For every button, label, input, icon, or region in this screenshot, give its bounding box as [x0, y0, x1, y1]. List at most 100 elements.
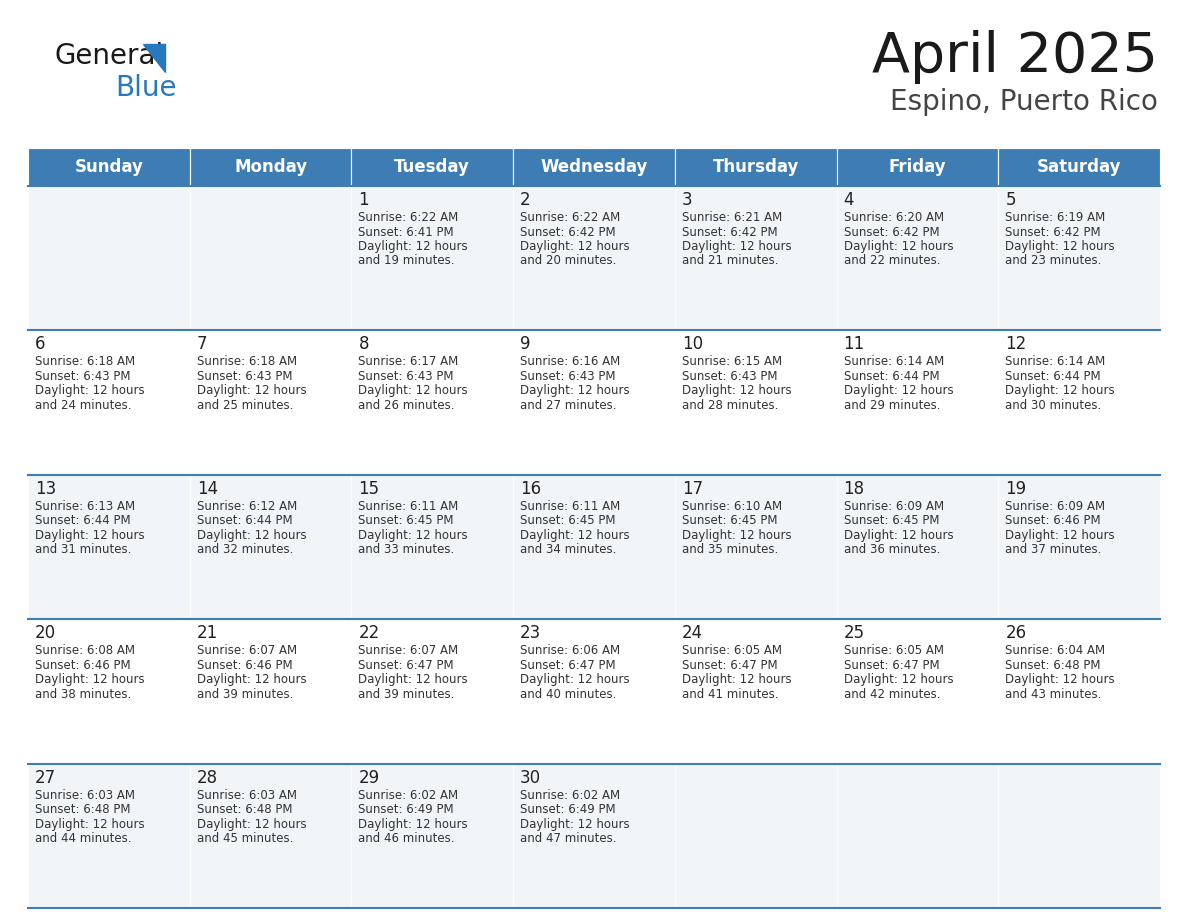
Bar [352, 186, 513, 330]
Text: Daylight: 12 hours: Daylight: 12 hours [1005, 385, 1114, 397]
Text: Sunrise: 6:02 AM: Sunrise: 6:02 AM [359, 789, 459, 801]
Text: and 20 minutes.: and 20 minutes. [520, 254, 617, 267]
Text: Sunrise: 6:17 AM: Sunrise: 6:17 AM [359, 355, 459, 368]
Bar [190, 475, 352, 620]
Text: Sunset: 6:42 PM: Sunset: 6:42 PM [1005, 226, 1101, 239]
Text: Sunrise: 6:20 AM: Sunrise: 6:20 AM [843, 211, 943, 224]
Text: Sunset: 6:44 PM: Sunset: 6:44 PM [1005, 370, 1101, 383]
Text: Friday: Friday [889, 158, 946, 176]
Bar [836, 186, 998, 330]
Text: 15: 15 [359, 480, 379, 498]
Text: Sunrise: 6:07 AM: Sunrise: 6:07 AM [359, 644, 459, 657]
Text: Sunrise: 6:19 AM: Sunrise: 6:19 AM [1005, 211, 1106, 224]
Text: 27: 27 [34, 768, 56, 787]
Bar [513, 620, 675, 764]
Text: Thursday: Thursday [713, 158, 798, 176]
Text: 4: 4 [843, 191, 854, 209]
Text: and 38 minutes.: and 38 minutes. [34, 688, 131, 700]
Text: 22: 22 [359, 624, 380, 643]
Bar [29, 475, 190, 620]
Bar [675, 330, 836, 475]
Bar [352, 330, 513, 475]
Bar [836, 620, 998, 764]
Text: Daylight: 12 hours: Daylight: 12 hours [520, 818, 630, 831]
Text: and 26 minutes.: and 26 minutes. [359, 399, 455, 412]
Text: and 33 minutes.: and 33 minutes. [359, 543, 455, 556]
Text: Daylight: 12 hours: Daylight: 12 hours [34, 673, 145, 686]
Bar [513, 148, 675, 186]
Text: Saturday: Saturday [1037, 158, 1121, 176]
Text: 19: 19 [1005, 480, 1026, 498]
Text: 24: 24 [682, 624, 703, 643]
Text: Sunset: 6:43 PM: Sunset: 6:43 PM [34, 370, 131, 383]
Text: Daylight: 12 hours: Daylight: 12 hours [520, 673, 630, 686]
Bar [190, 620, 352, 764]
Text: and 35 minutes.: and 35 minutes. [682, 543, 778, 556]
Text: Daylight: 12 hours: Daylight: 12 hours [843, 240, 953, 253]
Text: and 29 minutes.: and 29 minutes. [843, 399, 940, 412]
Text: 10: 10 [682, 335, 703, 353]
Text: 8: 8 [359, 335, 369, 353]
Bar [998, 620, 1159, 764]
Text: and 23 minutes.: and 23 minutes. [1005, 254, 1101, 267]
Text: Daylight: 12 hours: Daylight: 12 hours [843, 529, 953, 542]
Text: Sunrise: 6:03 AM: Sunrise: 6:03 AM [197, 789, 297, 801]
Text: Sunset: 6:48 PM: Sunset: 6:48 PM [197, 803, 292, 816]
Text: Daylight: 12 hours: Daylight: 12 hours [520, 240, 630, 253]
Text: Sunset: 6:44 PM: Sunset: 6:44 PM [197, 514, 292, 527]
Text: and 30 minutes.: and 30 minutes. [1005, 399, 1101, 412]
Text: 13: 13 [34, 480, 56, 498]
Text: and 19 minutes.: and 19 minutes. [359, 254, 455, 267]
Text: Sunrise: 6:03 AM: Sunrise: 6:03 AM [34, 789, 135, 801]
Bar [352, 620, 513, 764]
Bar [836, 330, 998, 475]
Bar [998, 330, 1159, 475]
Text: Daylight: 12 hours: Daylight: 12 hours [359, 240, 468, 253]
Text: Sunrise: 6:21 AM: Sunrise: 6:21 AM [682, 211, 782, 224]
Text: and 24 minutes.: and 24 minutes. [34, 399, 132, 412]
Text: 17: 17 [682, 480, 703, 498]
Text: and 32 minutes.: and 32 minutes. [197, 543, 293, 556]
Text: Sunset: 6:42 PM: Sunset: 6:42 PM [682, 226, 777, 239]
Polygon shape [143, 44, 165, 72]
Text: Daylight: 12 hours: Daylight: 12 hours [1005, 673, 1114, 686]
Text: and 31 minutes.: and 31 minutes. [34, 543, 132, 556]
Text: Sunrise: 6:10 AM: Sunrise: 6:10 AM [682, 499, 782, 513]
Text: Sunset: 6:45 PM: Sunset: 6:45 PM [843, 514, 939, 527]
Text: Sunset: 6:45 PM: Sunset: 6:45 PM [359, 514, 454, 527]
Text: and 37 minutes.: and 37 minutes. [1005, 543, 1101, 556]
Text: 21: 21 [197, 624, 217, 643]
Text: 6: 6 [34, 335, 45, 353]
Text: Sunset: 6:46 PM: Sunset: 6:46 PM [1005, 514, 1101, 527]
Text: 20: 20 [34, 624, 56, 643]
Text: Sunset: 6:41 PM: Sunset: 6:41 PM [359, 226, 454, 239]
Text: Sunset: 6:48 PM: Sunset: 6:48 PM [1005, 659, 1101, 672]
Text: Daylight: 12 hours: Daylight: 12 hours [1005, 240, 1114, 253]
Text: Sunrise: 6:18 AM: Sunrise: 6:18 AM [34, 355, 135, 368]
Text: Daylight: 12 hours: Daylight: 12 hours [359, 529, 468, 542]
Text: Espino, Puerto Rico: Espino, Puerto Rico [890, 88, 1158, 116]
Bar [675, 186, 836, 330]
Text: Sunrise: 6:12 AM: Sunrise: 6:12 AM [197, 499, 297, 513]
Text: and 42 minutes.: and 42 minutes. [843, 688, 940, 700]
Text: April 2025: April 2025 [872, 30, 1158, 84]
Text: and 34 minutes.: and 34 minutes. [520, 543, 617, 556]
Text: Daylight: 12 hours: Daylight: 12 hours [359, 818, 468, 831]
Text: Sunset: 6:48 PM: Sunset: 6:48 PM [34, 803, 131, 816]
Text: Sunrise: 6:13 AM: Sunrise: 6:13 AM [34, 499, 135, 513]
Text: and 44 minutes.: and 44 minutes. [34, 832, 132, 845]
Text: Sunset: 6:43 PM: Sunset: 6:43 PM [197, 370, 292, 383]
Bar [190, 764, 352, 908]
Text: and 45 minutes.: and 45 minutes. [197, 832, 293, 845]
Bar [190, 330, 352, 475]
Text: Daylight: 12 hours: Daylight: 12 hours [682, 529, 791, 542]
Bar [513, 330, 675, 475]
Text: and 46 minutes.: and 46 minutes. [359, 832, 455, 845]
Text: Sunset: 6:47 PM: Sunset: 6:47 PM [520, 659, 615, 672]
Bar [675, 475, 836, 620]
Text: Sunset: 6:46 PM: Sunset: 6:46 PM [197, 659, 292, 672]
Bar [675, 620, 836, 764]
Text: and 43 minutes.: and 43 minutes. [1005, 688, 1101, 700]
Text: and 40 minutes.: and 40 minutes. [520, 688, 617, 700]
Text: Sunset: 6:44 PM: Sunset: 6:44 PM [34, 514, 131, 527]
